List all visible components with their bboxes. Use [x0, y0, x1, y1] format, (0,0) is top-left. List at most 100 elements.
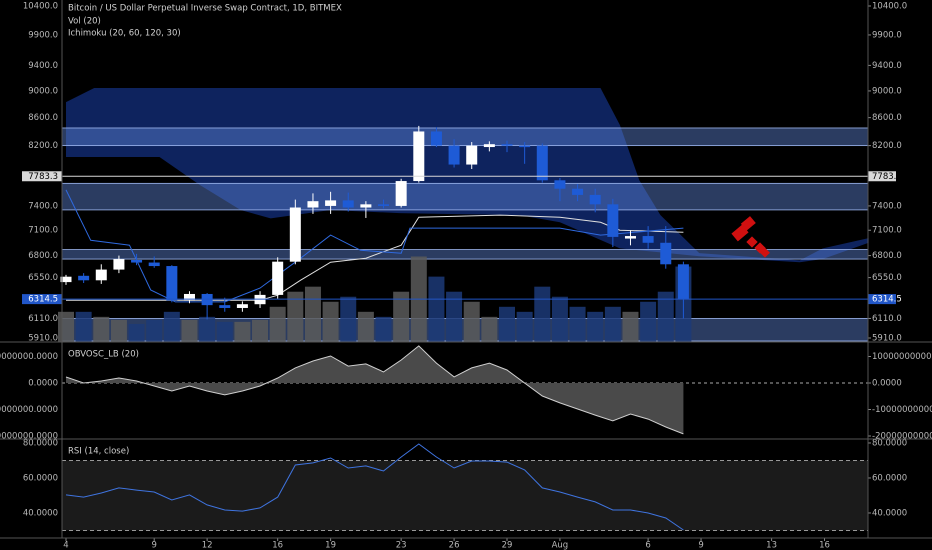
y-tick-label: 40.0000 — [23, 508, 58, 518]
rsi-line — [65, 443, 684, 531]
volume-bar — [357, 311, 374, 342]
ichimoku-cloud — [66, 87, 869, 263]
y-tick-label: 40.0000 — [872, 508, 907, 518]
y-tick-label: 9000.0 — [872, 86, 902, 96]
candle-body — [183, 293, 195, 301]
rsi-band — [62, 460, 868, 531]
arrow-part — [731, 224, 749, 242]
candle-body — [78, 275, 90, 281]
candle-body — [466, 145, 478, 165]
y-tick-label: 7400.0 — [872, 201, 902, 211]
y-tick-label: -20000000000.0000 — [0, 432, 58, 442]
arrow-part — [746, 236, 758, 248]
x-tick-label: 16 — [819, 541, 830, 550]
price-label-box — [22, 294, 62, 305]
x-tick-label: 16 — [272, 541, 283, 550]
volume-bar — [269, 306, 286, 342]
indicator-label: Ichimoku (20, 60, 120, 30) — [68, 29, 181, 39]
price-label-box — [868, 294, 896, 305]
y-tick-label: 7400.0 — [28, 201, 58, 211]
volume-bar — [287, 291, 304, 342]
volume-bar — [516, 311, 533, 342]
y-tick-label: -10000000000.0000 — [0, 405, 58, 415]
candle-body — [624, 236, 636, 239]
x-tick-label: 12 — [202, 541, 213, 550]
y-tick-label: -10000000000.0000 — [872, 405, 932, 415]
indicator-label: Vol (20) — [68, 17, 101, 27]
candle-body — [95, 269, 107, 281]
price-label: 6314.5 — [28, 295, 58, 305]
candle-body — [519, 145, 531, 148]
candle-body — [448, 145, 460, 165]
price-label: 7783.3 — [872, 172, 902, 182]
y-tick-label: 80.0000 — [23, 438, 58, 448]
candle-body — [589, 194, 601, 205]
y-tick-label: 10000000000.0000 — [0, 352, 58, 362]
y-tick-label: 80.0000 — [872, 438, 907, 448]
y-tick-label: 5910.0 — [872, 334, 902, 344]
candle-body — [360, 204, 372, 208]
y-tick-label: 8200.0 — [28, 141, 58, 151]
volume-bar — [640, 301, 657, 342]
pane-title: RSI (14, close) — [68, 447, 129, 457]
candle-body — [413, 131, 425, 182]
volume-bar — [252, 319, 269, 342]
y-tick-label: 5910.0 — [28, 334, 58, 344]
area-line — [65, 345, 684, 435]
candle-body — [342, 200, 354, 208]
y-tick-label: 8200.0 — [872, 141, 902, 151]
volume-bar — [181, 319, 198, 342]
volume-bar — [428, 276, 445, 342]
price-zone — [61, 127, 869, 147]
volume-bar — [146, 319, 163, 342]
volume-bar — [234, 321, 251, 342]
x-tick-label: 26 — [449, 541, 460, 550]
volume-bar — [481, 316, 498, 342]
x-tick-label: 19 — [325, 541, 336, 550]
candle-body — [483, 144, 495, 148]
drawing-arrow — [731, 216, 770, 258]
volume-bar — [216, 321, 233, 342]
price-label: 6314.5 — [872, 295, 902, 305]
y-tick-label: 7100.0 — [28, 226, 58, 236]
volume-bar — [551, 296, 568, 342]
chart-title: Bitcoin / US Dollar Perpetual Inverse Sw… — [68, 4, 342, 14]
candle-body — [148, 262, 160, 267]
y-tick-label: 9900.0 — [28, 30, 58, 40]
volume-bar — [393, 291, 410, 342]
volume-bar — [375, 316, 392, 342]
candle-body — [572, 188, 584, 195]
candle-body — [289, 207, 301, 262]
price-zone — [61, 249, 869, 260]
y-tick-label: 9900.0 — [872, 30, 902, 40]
price-zone — [61, 182, 869, 211]
pane-title: OBVOSC_LB (20) — [68, 350, 139, 360]
y-tick-label: -20000000000.0000 — [872, 432, 932, 442]
candle-body — [219, 305, 231, 308]
volume-bar — [58, 311, 74, 342]
y-tick-label: 10400.0 — [872, 2, 907, 12]
x-tick-label: 13 — [766, 541, 777, 550]
candle-body — [166, 266, 178, 301]
candle-body — [325, 200, 337, 206]
volume-bar — [93, 316, 110, 342]
y-tick-label: 60.0000 — [23, 473, 58, 483]
arrow-part — [740, 216, 756, 231]
y-tick-label: 8600.0 — [872, 113, 902, 123]
candle-body — [677, 264, 689, 300]
price-label-box — [22, 171, 62, 182]
volume-bar — [322, 301, 339, 342]
y-tick-label: 6800.0 — [28, 251, 58, 261]
y-tick-label: 10000000000.0000 — [872, 352, 932, 362]
y-tick-label: 0.0000 — [872, 379, 902, 389]
candle-body — [272, 261, 284, 295]
y-tick-label: 60.0000 — [872, 473, 907, 483]
arrow-part — [760, 247, 770, 258]
y-tick-label: 6110.0 — [872, 314, 902, 324]
volume-bar — [622, 311, 639, 342]
x-tick-label: 9 — [151, 541, 156, 550]
volume-bar — [128, 323, 145, 342]
y-tick-label: 10400.0 — [23, 2, 58, 12]
area-fill — [66, 345, 684, 434]
